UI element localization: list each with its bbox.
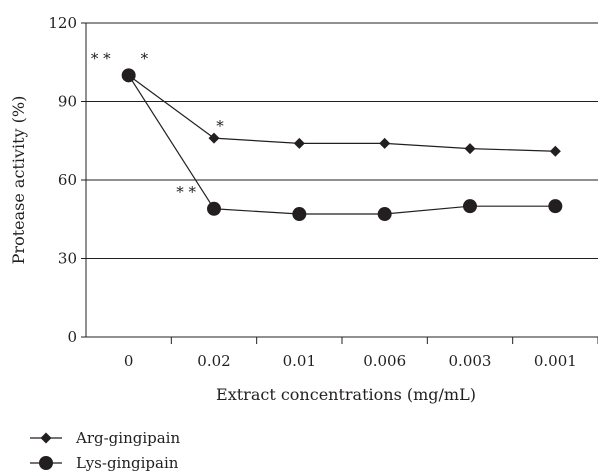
legend-item-lys-gingipain: Lys-gingipain bbox=[30, 454, 179, 472]
x-tick-label: 0.006 bbox=[363, 352, 406, 370]
x-tick-label: 0.003 bbox=[449, 352, 492, 370]
plot-series bbox=[121, 68, 563, 222]
x-tick-label: 0.001 bbox=[534, 352, 577, 370]
series-line-arg-gingipain bbox=[128, 74, 556, 152]
data-point-arg-gingipain bbox=[293, 137, 305, 149]
data-point-arg-gingipain bbox=[379, 137, 391, 149]
y-tick-label: 90 bbox=[58, 93, 77, 111]
y-axis-ticks: 0 30 60 90 120 bbox=[48, 14, 86, 346]
data-point-lys-gingipain bbox=[377, 207, 392, 222]
y-tick-label: 0 bbox=[67, 328, 77, 346]
series-line-lys-gingipain bbox=[128, 75, 556, 215]
y-axis-label: Protease activity (%) bbox=[9, 96, 28, 265]
legend-marker-circle bbox=[39, 456, 53, 470]
data-point-lys-gingipain bbox=[292, 207, 307, 222]
data-point-arg-gingipain bbox=[464, 143, 476, 155]
data-point-lys-gingipain bbox=[548, 199, 563, 214]
data-point-lys-gingipain bbox=[207, 201, 221, 216]
significance-annotations: * * * * * * bbox=[91, 49, 224, 200]
data-point-lys-gingipain bbox=[463, 199, 477, 214]
y-tick-label: 60 bbox=[58, 171, 77, 189]
series-lys-gingipain bbox=[121, 68, 563, 222]
legend-marker-diamond bbox=[40, 432, 52, 444]
y-tick-label: 120 bbox=[48, 14, 77, 32]
grid-lines bbox=[86, 22, 598, 259]
legend: Arg-gingipain Lys-gingipain bbox=[30, 429, 180, 472]
legend-label: Arg-gingipain bbox=[75, 429, 180, 447]
x-tick-label: 0.02 bbox=[197, 352, 230, 370]
significance-marker: * * bbox=[176, 183, 196, 201]
significance-marker: * bbox=[216, 117, 224, 135]
x-tick-label: 0 bbox=[124, 352, 134, 370]
x-axis-ticks: 0 0.02 0.01 0.006 0.003 0.001 bbox=[124, 337, 598, 370]
series-arg-gingipain bbox=[123, 69, 561, 157]
significance-marker: * * bbox=[91, 49, 111, 67]
data-point-arg-gingipain bbox=[549, 145, 561, 157]
x-tick-label: 0.01 bbox=[283, 352, 316, 370]
legend-item-arg-gingipain: Arg-gingipain bbox=[30, 429, 180, 447]
legend-label: Lys-gingipain bbox=[76, 454, 179, 472]
y-tick-label: 30 bbox=[58, 250, 77, 268]
data-point-arg-gingipain bbox=[208, 132, 220, 144]
data-point-lys-gingipain bbox=[121, 68, 136, 83]
significance-marker: * bbox=[141, 49, 149, 67]
x-axis-label: Extract concentrations (mg/mL) bbox=[216, 385, 476, 404]
